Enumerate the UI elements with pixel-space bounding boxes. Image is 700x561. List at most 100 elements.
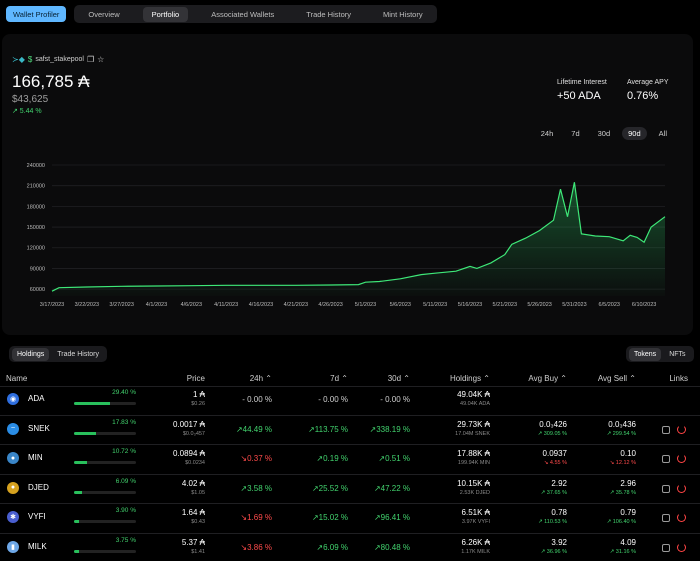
allocation-bar-fill: [74, 461, 88, 464]
col-24h[interactable]: 24h ⌃: [249, 374, 272, 383]
token-allocation: 3.90 %: [115, 507, 136, 514]
token-allocation: 29.40 %: [112, 389, 136, 396]
star-icon[interactable]: ☆: [97, 55, 105, 64]
avg-sell-change: ↗ 31.16 %: [609, 548, 636, 555]
avg-buy-change: ↗ 110.53 %: [538, 519, 567, 525]
table-row[interactable]: ~ SNEK 17.83 % 0.0017 ₳ $0.0₃457 ↗44.49 % ↗113…: [0, 415, 700, 444]
tab-trade-history-lower[interactable]: Trade History: [57, 350, 100, 358]
token-name: MIN: [28, 453, 43, 462]
avg-sell-change: ↗ 299.54 %: [606, 430, 636, 437]
y-tick-label: 60000: [30, 287, 45, 293]
tab-holdings[interactable]: Holdings: [12, 347, 50, 361]
explorer-link-icon[interactable]: [662, 543, 670, 552]
tab-portfolio[interactable]: Portfolio: [142, 6, 189, 22]
token-icon-glyph: ~: [10, 425, 16, 432]
range-90d[interactable]: 90d: [622, 127, 647, 140]
allocation-bar-fill: [74, 431, 97, 435]
token-price: 0.0017 ₳: [172, 419, 205, 429]
col-name[interactable]: Name: [6, 374, 28, 383]
allocation-bar: [74, 490, 136, 494]
token-icon: ~: [7, 422, 19, 435]
token-icon-glyph: ▮: [11, 543, 15, 551]
average-apy: Average APY 0.76%: [627, 79, 669, 102]
col-holdings[interactable]: Holdings ⌃: [449, 374, 490, 383]
lifetime-interest-label: Lifetime Interest: [557, 79, 607, 86]
wallet-profiler-button[interactable]: Wallet Profiler: [6, 6, 67, 22]
token-name: VYFI: [28, 512, 46, 521]
refresh-link-icon[interactable]: [677, 542, 686, 552]
explorer-link-icon[interactable]: [662, 455, 670, 463]
change-24h: ↘3.86 %: [240, 542, 272, 552]
explorer-link-icon[interactable]: [662, 514, 670, 522]
y-tick-label: 90000: [30, 266, 45, 272]
range-all[interactable]: All: [658, 129, 667, 138]
holdings-value: 6.26K ₳: [461, 537, 490, 547]
token-allocation: 6.09 %: [115, 477, 136, 485]
token-icon-glyph: ●: [10, 484, 16, 491]
col-avg-sell[interactable]: Avg Sell ⌃: [597, 374, 636, 383]
tab-mint-history[interactable]: Mint History: [383, 9, 423, 19]
holdings-amount: 1.17K MILK: [461, 548, 490, 555]
allocation-bar: [74, 431, 136, 435]
token-price: 1 ₳: [192, 390, 205, 399]
table-row[interactable]: ● DJED 6.09 % 4.02 ₳ $1.05 ↗3.58 % ↗25.52 % ↗47…: [0, 474, 700, 503]
col-30d[interactable]: 30d ⌃: [387, 374, 410, 383]
table-row[interactable]: ◉ ADA 29.40 % 1 ₳ $0.26 - 0.00 % - 0.00 % - 0.0…: [0, 385, 700, 414]
range-7d[interactable]: 7d: [571, 129, 580, 138]
tab-associated-wallets[interactable]: Associated Wallets: [211, 9, 275, 19]
tab-nfts[interactable]: NFTs: [669, 350, 686, 358]
top-nav: Wallet Profiler Overview Portfolio Assoc…: [6, 5, 437, 23]
col-avg-buy[interactable]: Avg Buy ⌃: [528, 374, 567, 383]
token-allocation: 17.83 %: [112, 418, 136, 426]
token-name: SNEK: [28, 423, 50, 433]
col-7d[interactable]: 7d ⌃: [330, 374, 348, 383]
token-price: 4.02 ₳: [181, 478, 205, 488]
dollar-icon: $: [27, 55, 33, 64]
col-price[interactable]: Price: [186, 374, 205, 383]
portfolio-card: ≻◆ $ safst_stakepool ❐ ☆ 166,785 ₳ $43,6…: [2, 34, 693, 335]
allocation-bar-fill: [74, 520, 79, 523]
refresh-link-icon[interactable]: [677, 424, 686, 434]
avg-buy-price: 2.92: [551, 478, 567, 488]
change-30d: ↗338.19 %: [369, 424, 410, 434]
copy-icon[interactable]: ❐: [86, 55, 95, 64]
token-icon: ●: [7, 481, 19, 494]
avg-buy-price: 0.0937: [542, 449, 567, 458]
range-30d[interactable]: 30d: [597, 129, 611, 138]
x-tick-label: 5/26/2023: [527, 302, 551, 308]
explorer-link-icon[interactable]: [662, 484, 670, 493]
token-price-usd: $0.26: [191, 401, 205, 407]
x-tick-label: 4/21/2023: [284, 302, 308, 308]
table-row[interactable]: ▮ MILK 3.75 % 5.37 ₳ $1.41 ↘3.86 % ↗6.09 % ↗80.…: [0, 533, 700, 561]
table-row[interactable]: ✱ VYFI 3.90 % 1.64 ₳ $0.43 ↘1.69 % ↗15.02 % ↗96…: [0, 503, 700, 532]
tab-tokens[interactable]: Tokens: [629, 347, 662, 361]
holdings-value: 17.88K ₳: [457, 449, 490, 458]
refresh-link-icon[interactable]: [677, 483, 686, 493]
holdings-value: 29.73K ₳: [457, 419, 490, 429]
row-divider: [0, 414, 700, 416]
change-7d: ↗113.75 %: [308, 424, 348, 434]
avg-buy-change: ↗ 37.65 %: [540, 489, 567, 496]
asset-type-tabs: Tokens NFTs: [626, 346, 694, 362]
change-30d: ↗96.41 %: [373, 513, 410, 522]
token-price-usd: $0.43: [191, 519, 205, 525]
tab-trade-history[interactable]: Trade History: [306, 9, 352, 19]
token-price: 1.64 ₳: [181, 508, 205, 517]
table-row[interactable]: ● MIN 10.72 % 0.0894 ₳ $0.0234 ↘0.37 % ↗0.19 %…: [0, 444, 700, 473]
tab-overview[interactable]: Overview: [88, 9, 120, 19]
chart-line: [51, 182, 666, 292]
row-divider: [0, 532, 700, 534]
allocation-bar: [74, 402, 136, 405]
avg-sell-change: ↗ 35.78 %: [609, 489, 636, 496]
row-divider: [0, 473, 700, 475]
refresh-link-icon[interactable]: [677, 513, 686, 522]
refresh-link-icon[interactable]: [677, 454, 686, 463]
change-7d: ↗25.52 %: [311, 483, 348, 493]
explorer-link-icon[interactable]: [662, 425, 670, 434]
x-tick-label: 5/11/2023: [423, 302, 447, 308]
range-24h[interactable]: 24h: [540, 129, 554, 138]
holdings-table-header: Name Price 24h ⌃ 7d ⌃ 30d ⌃ Holdings ⌃ A…: [0, 373, 700, 387]
y-tick-label: 120000: [27, 246, 45, 252]
fish-icon: ≻◆: [12, 55, 25, 64]
allocation-bar-fill: [74, 490, 82, 494]
